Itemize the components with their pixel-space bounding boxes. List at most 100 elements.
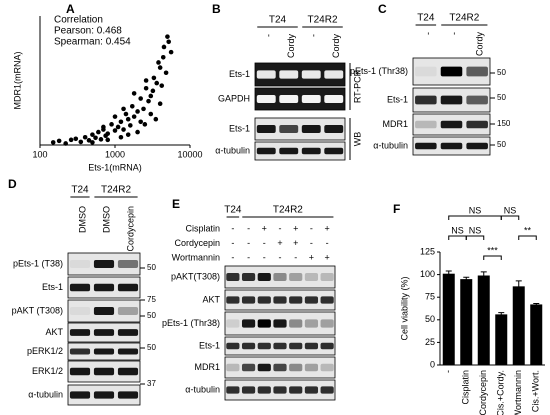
significance-bracket — [518, 235, 537, 240]
blot-band — [289, 273, 303, 281]
group-label: T24R2 — [273, 205, 303, 216]
blot-band — [466, 66, 488, 77]
treatment-label: Wortmannin — [172, 252, 220, 262]
scatter-point — [138, 96, 143, 101]
scatter-point — [138, 119, 143, 125]
blot-band — [226, 386, 240, 394]
y-tick-label: 100 — [420, 269, 435, 279]
blot-band — [440, 142, 463, 150]
scatter-point — [125, 116, 131, 122]
scatter-point — [90, 132, 95, 137]
treatment-sign: - — [310, 238, 313, 248]
blot-band — [320, 319, 334, 328]
blot-band — [93, 307, 115, 315]
error-bar — [445, 270, 452, 277]
panel-letter: C — [378, 2, 387, 16]
treatment-label: Cisplatin — [185, 223, 220, 233]
blot-band — [257, 342, 271, 350]
scatter-point — [129, 104, 135, 109]
scatter-point — [90, 140, 95, 145]
blot-band — [93, 329, 115, 336]
group-label: T24R2 — [101, 185, 131, 196]
blot-band — [279, 70, 299, 79]
scatter-point — [148, 93, 154, 99]
row-label: ERK1/2 — [32, 366, 63, 376]
blot-band — [301, 95, 321, 103]
treatment-sign: - — [231, 238, 234, 248]
blot-band — [415, 66, 437, 77]
annotation: Correlation — [54, 15, 103, 26]
significance-bracket — [465, 235, 485, 240]
row-label: pAKT (T308) — [12, 305, 63, 315]
scatter-point — [109, 122, 114, 127]
x-tick-label: Cisplatin — [461, 370, 471, 405]
scatter-point — [168, 49, 174, 55]
scatter-point — [73, 136, 79, 142]
blot-band — [273, 273, 287, 281]
blot-band — [289, 386, 303, 394]
treatment-sign: + — [277, 238, 282, 248]
treatment-sign: + — [309, 252, 314, 262]
blot-band — [304, 273, 319, 281]
blot-band — [241, 296, 256, 304]
y-axis-label: MDR1(mRNA) — [12, 52, 22, 110]
blot-band — [69, 283, 91, 292]
row-label: AKT — [202, 294, 220, 304]
row-label: MDR1 — [382, 119, 408, 129]
row-label: GAPDH — [218, 93, 250, 103]
blot-band — [273, 296, 287, 304]
scatter-point — [151, 75, 157, 81]
size-marker: 37 — [147, 379, 156, 388]
group-label: T24 — [71, 185, 89, 196]
panel-letter: B — [212, 2, 221, 16]
blot-band — [117, 348, 139, 355]
size-marker: 50 — [147, 263, 156, 272]
treatment-sign: - — [310, 223, 313, 233]
blot-band — [301, 70, 321, 79]
scatter-point — [143, 78, 149, 83]
blot-band — [226, 319, 240, 328]
scatter-point — [123, 111, 129, 117]
blot-band — [273, 386, 287, 394]
significance-bracket — [500, 215, 520, 220]
treatment-sign: - — [279, 252, 282, 262]
significance-label: NS — [504, 205, 517, 215]
error-bar — [480, 271, 487, 280]
lane-label: - — [423, 32, 433, 35]
lane-label: - — [309, 34, 319, 37]
scatter-point — [128, 123, 133, 128]
treatment-sign: + — [325, 252, 330, 262]
scatter-point — [160, 54, 166, 60]
scatter-point — [98, 137, 104, 142]
blot-band — [324, 95, 344, 103]
size-marker: 75 — [147, 295, 156, 304]
scatter-point — [56, 138, 62, 144]
blot-band — [440, 66, 463, 77]
error-bar — [498, 312, 505, 317]
blot-band — [117, 260, 139, 268]
size-marker: 150 — [497, 119, 511, 128]
lane-label: - — [449, 32, 459, 35]
treatment-sign: - — [231, 252, 234, 262]
bar — [530, 304, 543, 365]
blot-strip — [254, 62, 346, 87]
blot-band — [256, 125, 276, 133]
blot-band — [69, 307, 91, 315]
panel-letter: D — [8, 177, 17, 191]
blot-band — [69, 329, 91, 336]
blot-band — [257, 363, 271, 372]
row-label: Ets-1 — [387, 94, 408, 104]
x-tick-label: Cis.+Cordy. — [496, 370, 506, 415]
blot-band — [117, 307, 139, 315]
blot-band — [273, 363, 287, 372]
blot-band — [257, 273, 271, 281]
size-marker: 50 — [147, 311, 156, 320]
row-label: pERK1/2 — [27, 346, 63, 356]
x-axis-label: Ets-1(mRNA) — [88, 162, 142, 172]
y-tick-label: 125 — [420, 246, 435, 256]
row-label: Ets-1 — [229, 69, 250, 79]
treatment-sign: + — [293, 223, 298, 233]
blot-strip — [254, 117, 346, 141]
blot-band — [69, 367, 91, 376]
significance-label: NS — [469, 205, 482, 215]
